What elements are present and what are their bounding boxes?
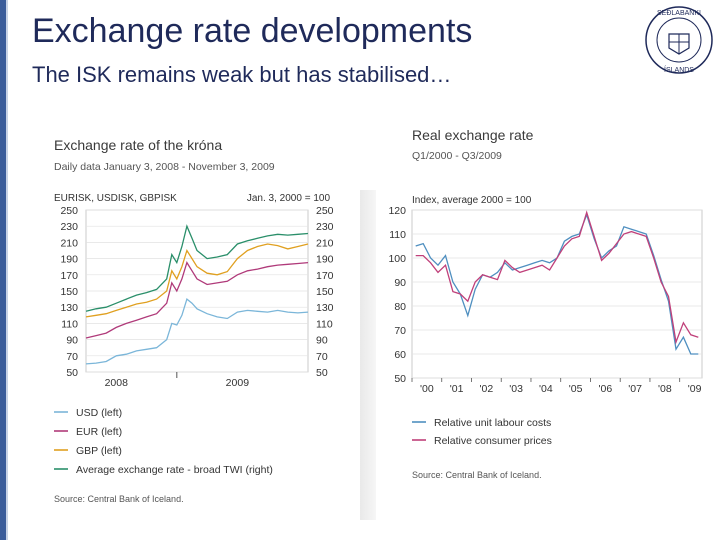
series-line [85,243,309,318]
chart-source: Source: Central Bank of Iceland. [412,470,542,480]
y-tick-label: 120 [388,205,406,217]
y-tick-label-right: 90 [316,335,328,347]
x-tick-label: '09 [688,383,702,395]
y-tick-label: 50 [394,373,406,385]
legend-label: Relative unit labour costs [434,417,551,429]
sidebar-stripe [0,0,8,540]
y-axis-title: Index, average 2000 = 100 [412,195,532,206]
x-tick-label: '03 [509,383,523,395]
legend-label: EUR (left) [76,426,122,438]
chart-title: Real exchange rate [412,127,534,143]
svg-text:ÍSLANDS: ÍSLANDS [664,65,694,74]
slide-title: Exchange rate developments [32,12,473,50]
y-tick-label: 60 [394,349,406,361]
y-tick-label-right: 130 [316,302,334,314]
exchange-rate-krona-chart: Exchange rate of the króna Daily data Ja… [54,137,334,504]
x-tick-label: 2008 [105,377,129,389]
y-tick-label: 110 [389,229,406,241]
x-tick-label: '06 [598,383,612,395]
legend-label: Average exchange rate - broad TWI (right… [76,464,273,476]
legend-label: GBP (left) [76,445,122,457]
y-tick-label-right: 250 [316,205,334,217]
y-tick-label: 100 [388,253,406,265]
x-tick-label: '08 [658,383,672,395]
y-tick-label-right: 150 [316,286,334,298]
chart-title: Exchange rate of the króna [54,137,222,153]
series-line [85,297,309,365]
y-tick-label-left: 170 [60,270,78,282]
y-tick-label: 80 [394,301,406,313]
y-tick-label-left: 90 [66,335,78,347]
left-axis-title: EURISK, USDISK, GBPISK [54,193,177,204]
series-line [85,261,309,339]
panel-divider [360,190,376,520]
y-tick-label-left: 230 [60,221,78,233]
real-exchange-rate-panel: Real exchange rate Q1/2000 - Q3/2009 Ind… [380,122,708,492]
y-tick-label-right: 190 [316,254,334,266]
y-tick-label-left: 150 [60,286,78,298]
y-tick-label-right: 70 [316,351,328,363]
right-axis-title: Jan. 3, 2000 = 100 [247,193,331,204]
x-tick-label: '07 [628,383,642,395]
y-tick-label-right: 170 [316,270,334,282]
x-tick-label: '00 [420,383,434,395]
series-line [415,210,699,345]
chart-source: Source: Central Bank of Iceland. [54,494,184,504]
plot-area [411,209,703,379]
x-tick-label: 2009 [226,377,250,389]
x-tick-label: '04 [539,383,553,395]
legend-label: Relative consumer prices [434,435,552,447]
y-tick-label-right: 110 [316,318,333,330]
slide-subtitle: The ISK remains weak but has stabilised… [32,62,452,87]
y-tick-label-right: 230 [316,221,334,233]
y-tick-label-left: 70 [66,351,78,363]
y-tick-label-left: 190 [60,254,78,266]
chart-subtitle: Daily data January 3, 2008 - November 3,… [54,161,275,173]
y-tick-label-left: 110 [61,318,78,330]
exchange-rate-krona-panel: Exchange rate of the króna Daily data Ja… [44,120,348,512]
x-tick-label: '01 [450,383,464,395]
y-tick-label-left: 50 [66,367,78,379]
y-tick-label-right: 50 [316,367,328,379]
y-tick-label-left: 250 [60,205,78,217]
y-tick-label-right: 210 [316,237,334,249]
real-exchange-rate-chart: Real exchange rate Q1/2000 - Q3/2009 Ind… [388,127,703,480]
series-line [85,224,309,312]
x-tick-label: '05 [569,383,583,395]
x-tick-label: '02 [480,383,494,395]
y-tick-label: 70 [394,325,406,337]
legend-label: USD (left) [76,407,122,419]
y-tick-label-left: 130 [60,302,78,314]
svg-text:SEÐLABANKI: SEÐLABANKI [657,10,701,17]
central-bank-seal-logo: SEÐLABANKI ÍSLANDS [645,6,713,74]
chart-subtitle: Q1/2000 - Q3/2009 [412,150,502,162]
y-tick-label-left: 210 [60,237,78,249]
y-tick-label: 90 [394,277,406,289]
